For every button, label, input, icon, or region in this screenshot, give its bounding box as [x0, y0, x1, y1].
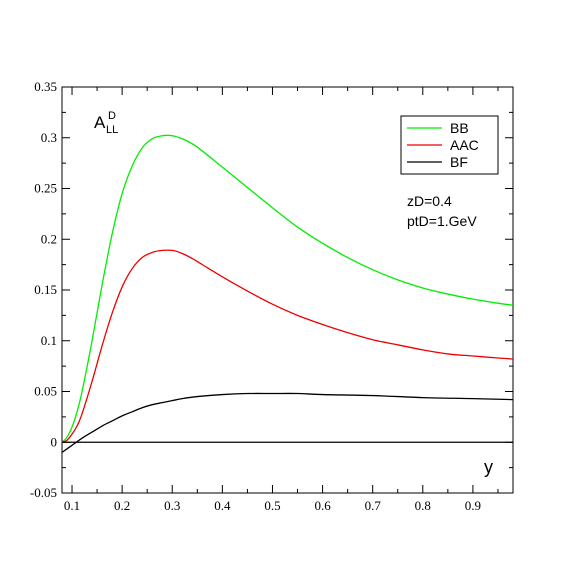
series-layer [61, 134, 514, 453]
legend: BB AAC BF [400, 115, 499, 175]
x-tick-label: 0.5 [264, 498, 280, 513]
legend-label-bb: BB [450, 120, 469, 136]
annotation-zd: zD=0.4 [407, 193, 452, 209]
y-tick-label: 0.3 [41, 130, 57, 145]
y-tick-label: 0.1 [41, 333, 57, 348]
annotation-ptd: ptD=1.GeV [407, 213, 477, 229]
y-tick-label: 0.05 [34, 384, 57, 399]
y-tick-label: 0.15 [34, 282, 57, 297]
x-tick-label: 0.4 [214, 498, 231, 513]
legend-label-bf: BF [450, 154, 468, 170]
x-tick-label: 0.7 [365, 498, 382, 513]
y-axis-label: A [94, 113, 106, 132]
legend-label-aac: AAC [450, 137, 479, 153]
x-tick-label: 0.1 [64, 498, 80, 513]
y-tick-label: -0.05 [30, 485, 57, 500]
x-tick-label: 0.8 [415, 498, 431, 513]
x-tick-label: 0.9 [465, 498, 481, 513]
x-tick-label: 0.3 [164, 498, 180, 513]
ticks: 0.1 0.2 0.3 0.4 0.5 0.6 0.7 0.8 0.9 -0.05 0 0.05 0.1… [30, 79, 513, 513]
y-tick-label: 0.2 [41, 231, 57, 246]
x-axis-label: y [484, 457, 493, 477]
y-tick-label: 0 [51, 434, 58, 449]
y-tick-label: 0.25 [34, 181, 57, 196]
series-line-bf [61, 392, 514, 453]
y-axis-label-sup: D [108, 110, 116, 122]
x-tick-label: 0.6 [314, 498, 331, 513]
y-tick-label: 0.35 [34, 79, 57, 94]
series-line-bb [61, 134, 514, 443]
x-tick-label: 0.2 [114, 498, 130, 513]
series-line-aac [61, 249, 514, 443]
y-axis-label-sub: LL [106, 124, 118, 136]
